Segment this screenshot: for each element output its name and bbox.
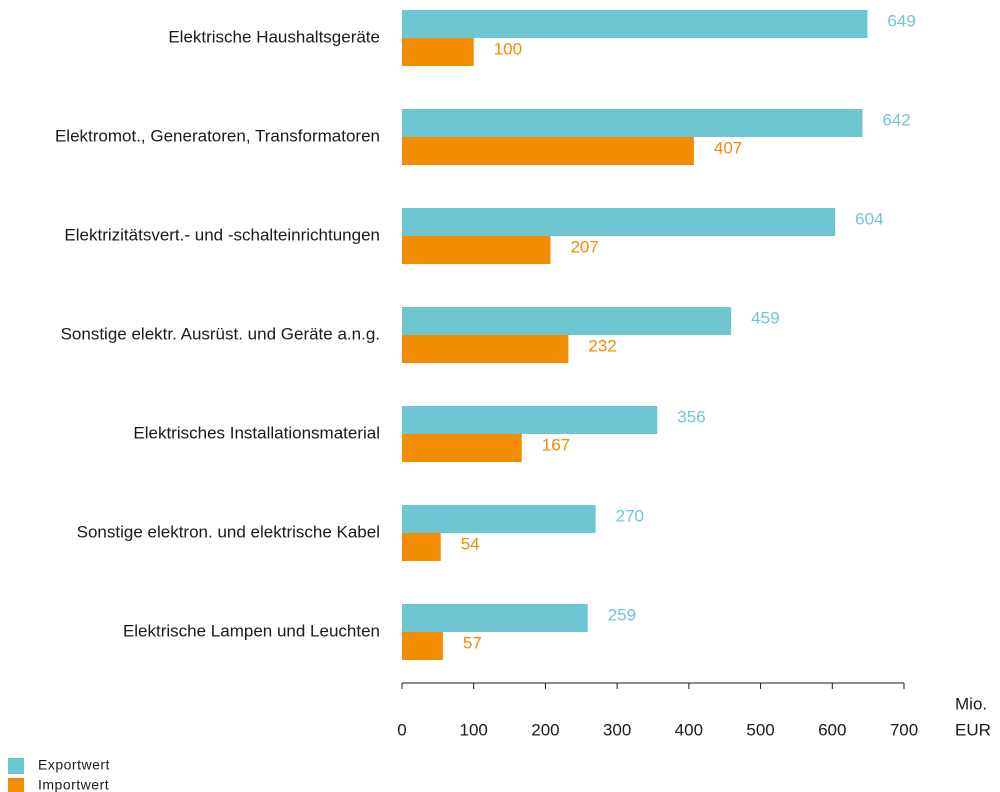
legend-label: Exportwert [38, 757, 110, 773]
legend-label: Importwert [38, 777, 109, 792]
value-label: 459 [751, 308, 779, 327]
bar [402, 208, 836, 236]
legend-swatch [8, 758, 24, 774]
x-tick-label: 100 [460, 720, 488, 739]
category-label: Elektrische Lampen und Leuchten [123, 621, 380, 640]
bar [402, 335, 569, 363]
category-label: Elektrische Haushaltsgeräte [168, 27, 380, 46]
bar [402, 533, 441, 561]
category-label: Sonstige elektron. und elektrische Kabel [77, 522, 380, 541]
x-tick-label: 0 [397, 720, 406, 739]
value-label: 232 [588, 336, 616, 355]
category-label: Elektrisches Installationsmaterial [133, 423, 380, 442]
legend-swatch [8, 778, 24, 792]
value-label: 167 [542, 435, 570, 454]
bar [402, 38, 474, 66]
x-tick-label: 400 [675, 720, 703, 739]
x-tick-label: 200 [531, 720, 559, 739]
bar [402, 505, 596, 533]
value-label: 356 [677, 407, 705, 426]
value-label: 207 [570, 237, 598, 256]
bar [402, 10, 868, 38]
x-tick-label: 300 [603, 720, 631, 739]
value-label: 54 [461, 534, 480, 553]
value-label: 259 [608, 605, 636, 624]
category-label: Elektrizitätsvert.- und -schalteinrichtu… [64, 225, 380, 244]
value-label: 407 [714, 138, 742, 157]
value-label: 57 [463, 633, 482, 652]
bar [402, 307, 732, 335]
value-label: 649 [887, 11, 915, 30]
x-axis-unit: EUR [955, 720, 991, 739]
bar [402, 434, 522, 462]
bar [402, 109, 863, 137]
bar [402, 137, 694, 165]
bar [402, 236, 551, 264]
value-label: 642 [882, 110, 910, 129]
category-label: Elektromot., Generatoren, Transformatore… [55, 126, 380, 145]
x-tick-label: 500 [746, 720, 774, 739]
x-tick-label: 700 [890, 720, 918, 739]
bar [402, 406, 658, 434]
category-label: Sonstige elektr. Ausrüst. und Geräte a.n… [61, 324, 380, 343]
bar [402, 632, 443, 660]
value-label: 270 [616, 506, 644, 525]
x-tick-label: 600 [818, 720, 846, 739]
value-label: 604 [855, 209, 883, 228]
x-axis-unit: Mio. [955, 694, 987, 713]
value-label: 100 [494, 39, 522, 58]
bar [402, 604, 588, 632]
